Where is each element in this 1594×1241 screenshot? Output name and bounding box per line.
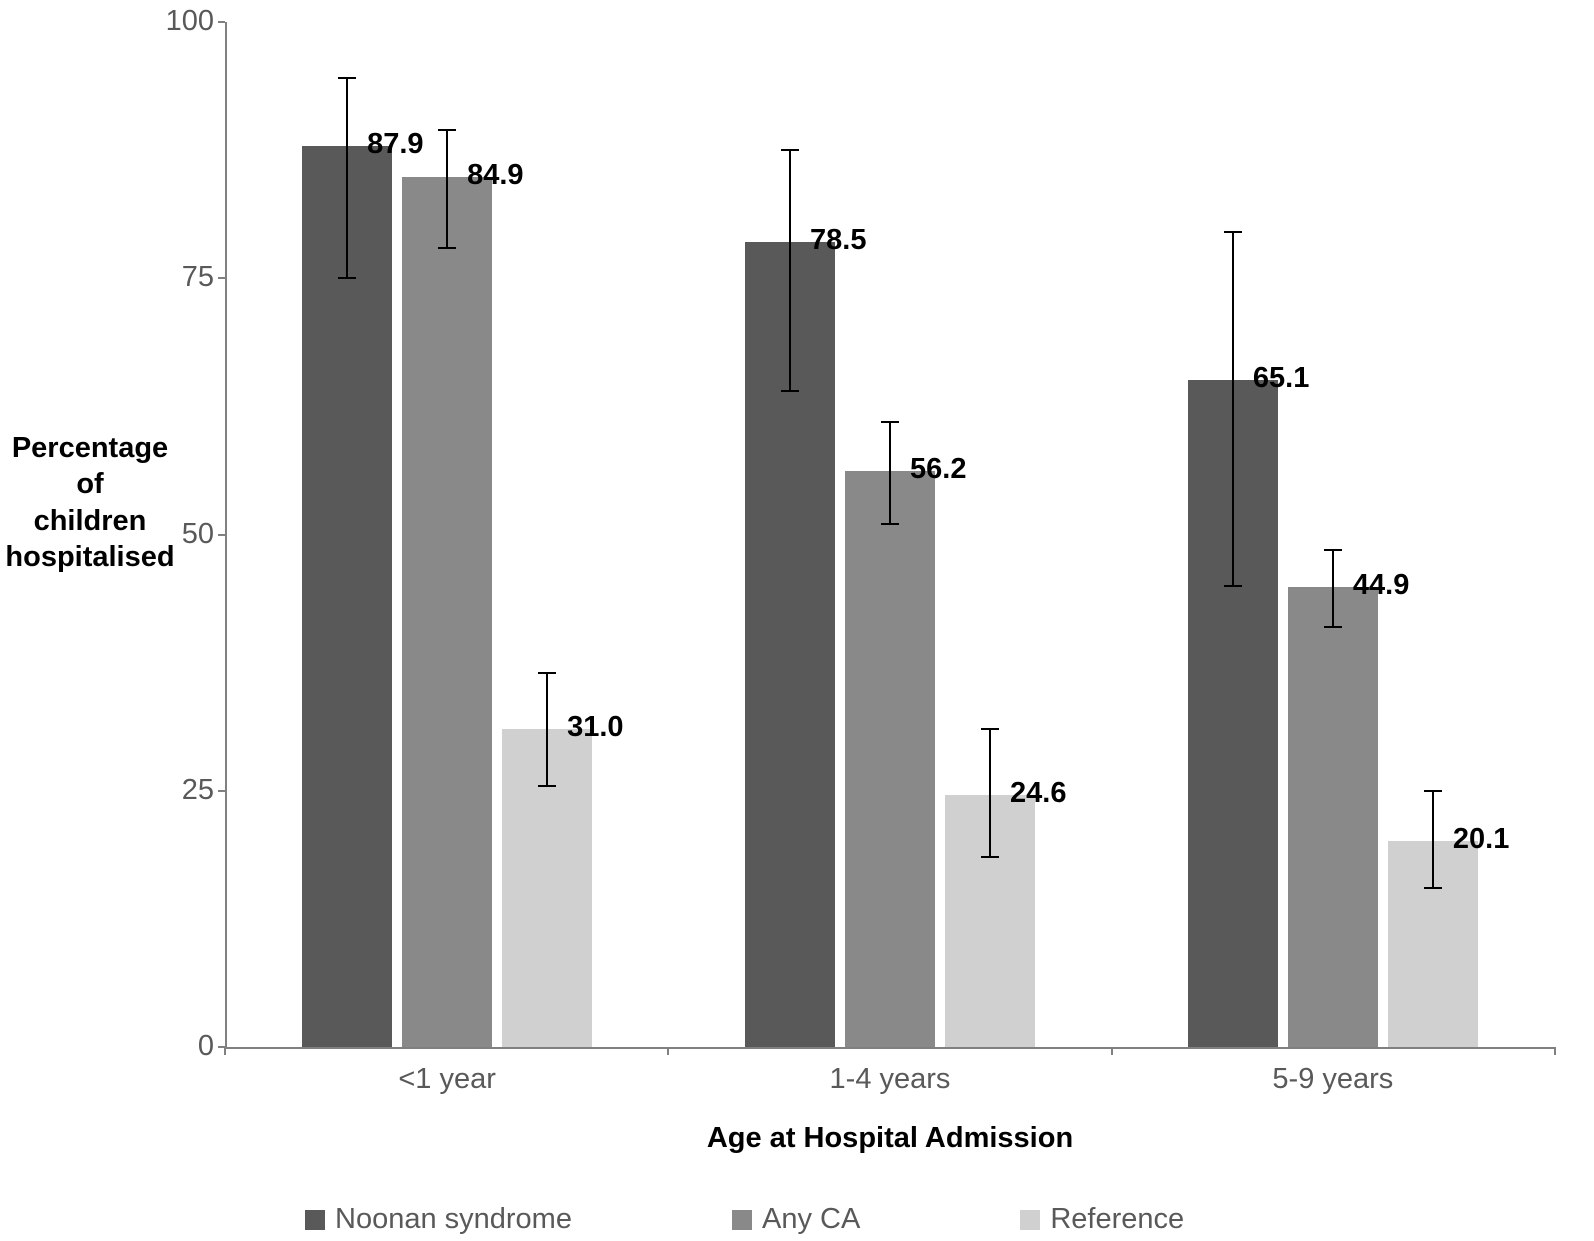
error-cap [438, 247, 456, 249]
y-tick-label: 25 [154, 774, 214, 807]
x-axis-title: Age at Hospital Admission [640, 1122, 1140, 1155]
error-bar [889, 422, 891, 525]
x-tick-mark [224, 1047, 226, 1055]
value-label: 24.6 [1010, 777, 1066, 810]
legend-label: Reference [1050, 1203, 1184, 1236]
error-cap [538, 785, 556, 787]
bar [402, 177, 492, 1047]
legend-swatch [305, 1210, 325, 1230]
value-label: 56.2 [910, 453, 966, 486]
y-tick-mark [218, 790, 225, 792]
value-label: 31.0 [567, 711, 623, 744]
error-cap [1324, 626, 1342, 628]
error-bar [446, 130, 448, 248]
error-bar [346, 78, 348, 278]
bar [302, 146, 392, 1047]
error-cap [338, 277, 356, 279]
x-tick-mark [1554, 1047, 1556, 1055]
legend-label: Any CA [762, 1203, 860, 1236]
value-label: 44.9 [1353, 569, 1409, 602]
y-tick-label: 0 [154, 1030, 214, 1063]
error-bar [789, 150, 791, 391]
value-label: 84.9 [467, 159, 523, 192]
error-cap [1324, 549, 1342, 551]
legend-swatch [1020, 1210, 1040, 1230]
error-cap [1424, 887, 1442, 889]
error-bar [546, 673, 548, 786]
y-tick-mark [218, 21, 225, 23]
error-bar [1232, 232, 1234, 586]
legend-item: Reference [1020, 1203, 1184, 1236]
y-tick-mark [218, 277, 225, 279]
error-bar [989, 729, 991, 857]
error-cap [1224, 231, 1242, 233]
legend-item: Noonan syndrome [305, 1203, 572, 1236]
category-label: 1-4 years [790, 1063, 990, 1096]
y-tick-label: 75 [154, 261, 214, 294]
hospitalisation-bar-chart: Percentage of children hospitalised 0 25 5… [0, 0, 1594, 1241]
y-tick-label: 50 [154, 518, 214, 551]
error-cap [981, 728, 999, 730]
error-cap [338, 77, 356, 79]
error-cap [781, 390, 799, 392]
error-cap [781, 149, 799, 151]
value-label: 87.9 [367, 128, 423, 161]
x-axis-line [225, 1047, 1555, 1049]
legend: Noonan syndrome Any CA Reference [305, 1203, 1184, 1236]
error-cap [438, 129, 456, 131]
error-cap [881, 523, 899, 525]
error-cap [881, 421, 899, 423]
value-label: 65.1 [1253, 362, 1309, 395]
x-tick-mark [667, 1047, 669, 1055]
error-cap [1224, 585, 1242, 587]
y-tick-mark [218, 534, 225, 536]
error-cap [1424, 790, 1442, 792]
category-label: <1 year [347, 1063, 547, 1096]
category-label: 5-9 years [1233, 1063, 1433, 1096]
bar [1288, 587, 1378, 1047]
x-tick-mark [1111, 1047, 1113, 1055]
bar [845, 471, 935, 1047]
value-label: 20.1 [1453, 823, 1509, 856]
y-tick-label: 100 [154, 5, 214, 38]
legend-swatch [732, 1210, 752, 1230]
error-cap [981, 856, 999, 858]
error-bar [1432, 791, 1434, 888]
legend-item: Any CA [732, 1203, 860, 1236]
y-axis-title: Percentage of children hospitalised [0, 430, 180, 575]
plot-area: 87.9 84.9 31.0 78.5 56.2 24.6 65.1 44.9 20.1 [225, 22, 1555, 1047]
error-bar [1332, 550, 1334, 627]
value-label: 78.5 [810, 224, 866, 257]
legend-label: Noonan syndrome [335, 1203, 572, 1236]
error-cap [538, 672, 556, 674]
